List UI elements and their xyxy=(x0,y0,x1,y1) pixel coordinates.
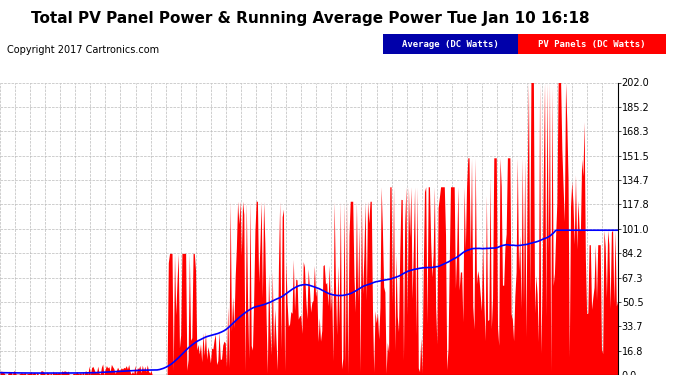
Text: Total PV Panel Power & Running Average Power Tue Jan 10 16:18: Total PV Panel Power & Running Average P… xyxy=(31,11,590,26)
Text: Average (DC Watts): Average (DC Watts) xyxy=(402,40,499,49)
Text: Copyright 2017 Cartronics.com: Copyright 2017 Cartronics.com xyxy=(7,45,159,55)
Text: PV Panels (DC Watts): PV Panels (DC Watts) xyxy=(538,40,645,49)
